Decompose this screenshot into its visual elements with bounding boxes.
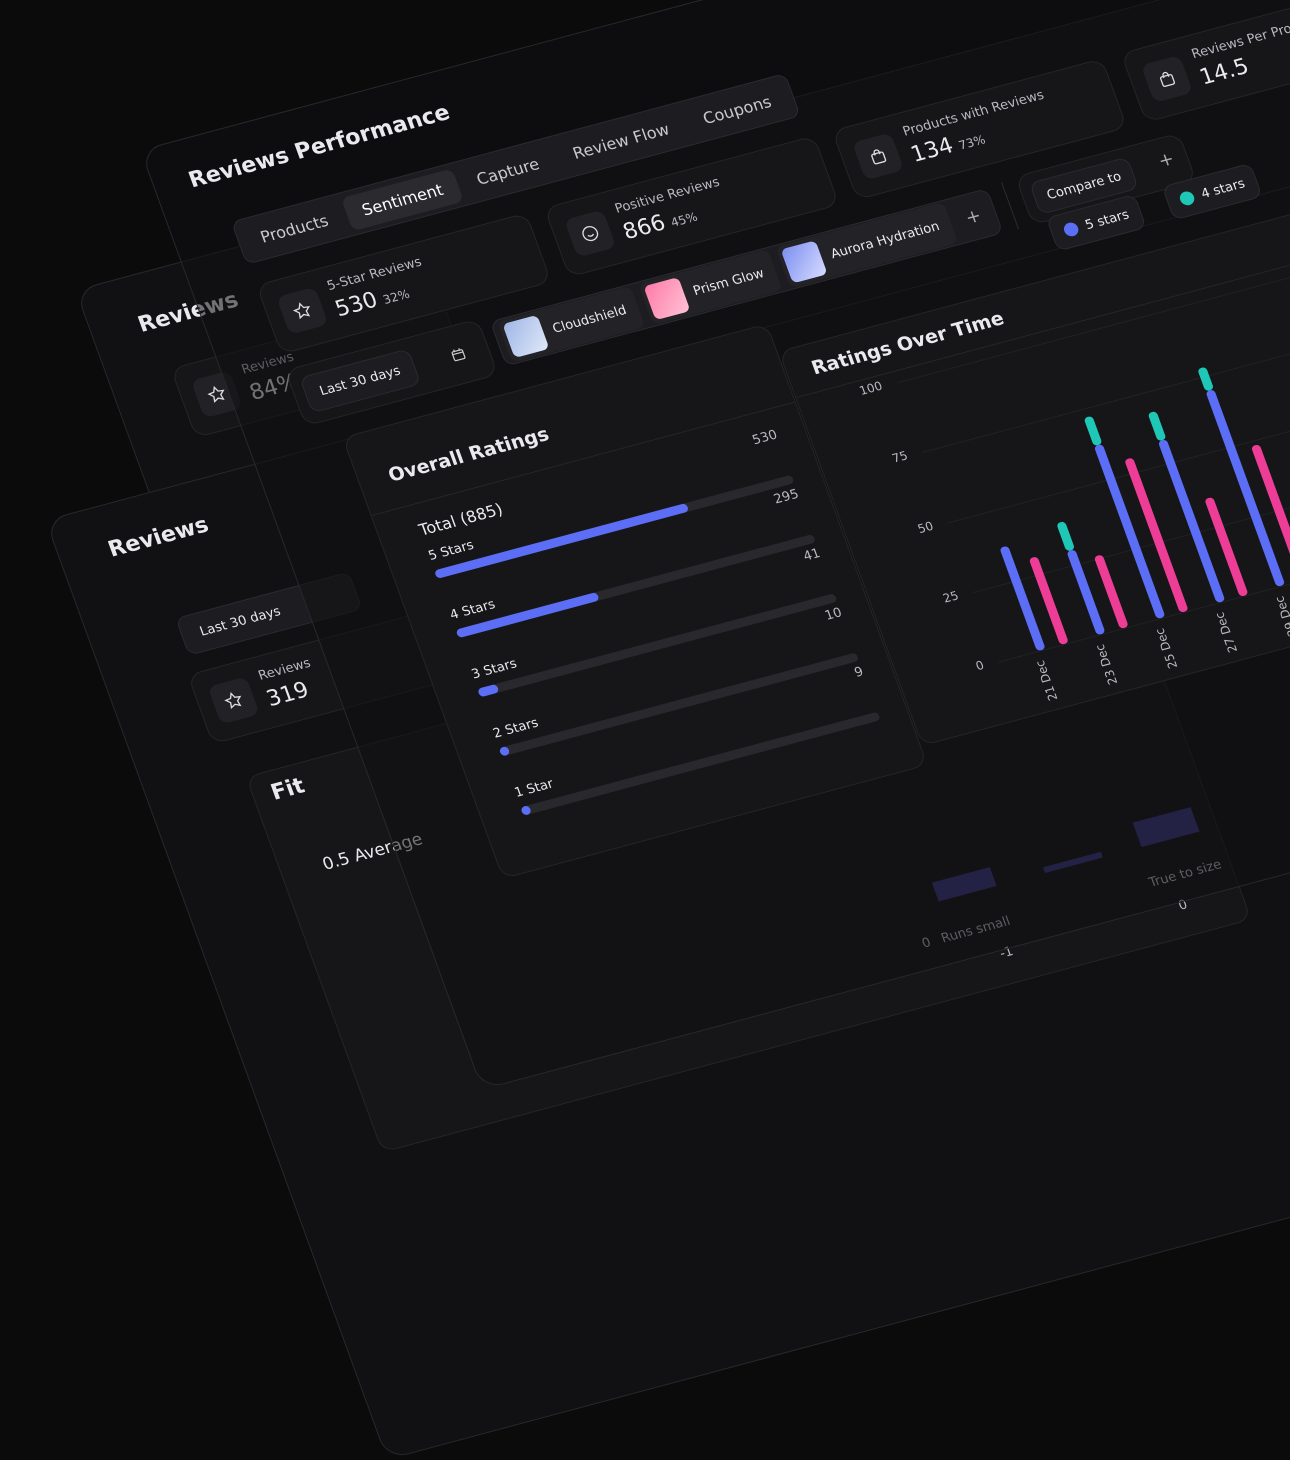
- x-tick-label: 23 Dec: [1092, 643, 1120, 686]
- bar: [1056, 521, 1075, 551]
- product-chip[interactable]: Prism Glow: [638, 249, 783, 325]
- bar: [1084, 416, 1103, 446]
- bar: [1197, 367, 1214, 392]
- tab[interactable]: Capture: [456, 142, 560, 200]
- stat-share: 32%: [381, 287, 412, 307]
- card-title: Fit: [268, 774, 309, 806]
- y-tick-label: 0: [928, 658, 986, 685]
- tab[interactable]: Products: [239, 199, 349, 258]
- legend-check: [1062, 221, 1080, 238]
- x-tick-label: 27 Dec: [1212, 611, 1240, 654]
- legend-label: 4 stars: [1199, 176, 1247, 202]
- stat-share: 73%: [957, 133, 988, 153]
- bar: [1148, 411, 1167, 441]
- tab[interactable]: Review Flow: [552, 107, 690, 174]
- panel-title: Reviews: [105, 513, 212, 563]
- stat-icon: [852, 132, 904, 180]
- x-tick-label: 21 Dec: [1033, 659, 1061, 702]
- add-compare[interactable]: +: [1155, 148, 1177, 172]
- y-tick-label: 50: [877, 518, 935, 545]
- stat-icon: [1141, 55, 1193, 103]
- product-thumb: [643, 277, 690, 320]
- stat-value: 14.5: [1196, 54, 1252, 90]
- product-name: Prism Glow: [691, 266, 766, 299]
- y-tick-label: 25: [903, 588, 961, 615]
- tab[interactable]: Coupons: [682, 80, 792, 139]
- tab[interactable]: Sentiment: [341, 168, 464, 231]
- rating-bar: [477, 684, 500, 698]
- grid-line: [998, 439, 1290, 663]
- stat-icon: [276, 287, 328, 335]
- x-tick-label: 29 Dec: [1272, 595, 1290, 638]
- stat-label: Positive Reviews: [613, 175, 722, 217]
- rating-label: 1 Star: [513, 777, 556, 801]
- stat-value: 530: [332, 288, 381, 322]
- y-tick-label: 75: [852, 449, 910, 476]
- stat-value: 866: [620, 211, 669, 245]
- stat-value: 134: [908, 133, 957, 167]
- stat-icon: [208, 677, 260, 725]
- y-tick-label: 100: [826, 379, 884, 406]
- product-thumb: [781, 240, 828, 283]
- stat-label: 5-Star Reviews: [325, 255, 424, 294]
- divider: [1001, 182, 1019, 229]
- product-thumb: [502, 315, 549, 358]
- legend-label: 5 stars: [1083, 207, 1131, 233]
- stat-label: Products with Reviews: [901, 88, 1046, 140]
- stat-share: 45%: [669, 210, 700, 230]
- stat-value: 319: [263, 678, 312, 712]
- product-name: Cloudshield: [550, 303, 628, 337]
- grid-line: [922, 230, 1290, 454]
- add-product[interactable]: +: [955, 203, 992, 231]
- chart-title: Ratings Over Time: [809, 307, 1007, 379]
- stat-icon: [564, 210, 616, 258]
- date-filter[interactable]: Last 30 days: [299, 348, 421, 413]
- product-chip[interactable]: Cloudshield: [497, 286, 645, 363]
- page: ReviewsReviews84%ReviewOrdersWrite a Rev…: [0, 0, 1290, 966]
- chart-title: Overall Ratings: [385, 423, 552, 486]
- calendar-button[interactable]: [448, 345, 470, 368]
- legend-check: [1178, 190, 1196, 207]
- product-chip[interactable]: Aurora Hydration: [775, 202, 958, 288]
- x-tick-label: 25 Dec: [1152, 627, 1180, 670]
- product-name: Aurora Hydration: [829, 219, 942, 262]
